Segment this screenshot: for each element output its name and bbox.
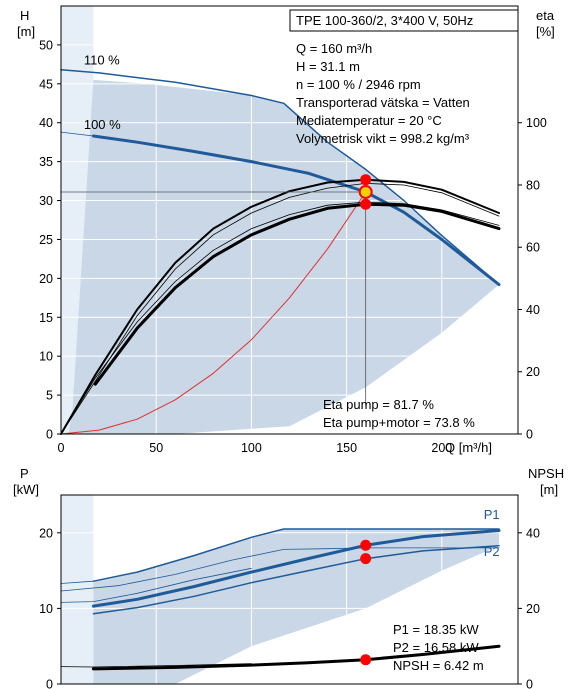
bottom-axis-ticks: 0 10 20 0 20 40 bbox=[39, 526, 540, 689]
bottom-operating-band bbox=[61, 495, 500, 684]
y-tick-label: 10 bbox=[39, 350, 53, 364]
series-line-1 bbox=[91, 529, 501, 608]
y2-tick-label: 0 bbox=[526, 678, 533, 689]
info-box-title-frame bbox=[289, 9, 519, 32]
x-tick-label: 150 bbox=[336, 441, 357, 455]
info-line-head: H = 31.1 m bbox=[296, 59, 360, 74]
operating-point-dot-2 bbox=[360, 198, 372, 210]
x-tick-label: 0 bbox=[58, 441, 65, 455]
top-curve-labels: 110 % 100 % bbox=[84, 52, 121, 132]
info-line-flow: Q = 160 m³/h bbox=[296, 41, 372, 56]
y2-tick-label: 0 bbox=[526, 428, 533, 442]
y-tick-label: 45 bbox=[39, 77, 53, 91]
info-line-liquid: Transporterad vätska = Vatten bbox=[296, 95, 470, 110]
x-tick-label: 100 bbox=[241, 441, 262, 455]
y2-tick-label: 20 bbox=[526, 602, 540, 616]
info-box-lines: Q = 160 m³/h H = 31.1 m n = 100 % / 2946… bbox=[296, 41, 470, 146]
y2-tick-label: 20 bbox=[526, 365, 540, 379]
operating-point-marker bbox=[358, 184, 373, 199]
p2-readout: P2 = 16.58 kW bbox=[393, 640, 479, 655]
bottom-y-axis-label: P bbox=[20, 466, 29, 481]
top-axis-ticks: 0 50 100 150 200 0 5 10 15 20 25 30 35 40 45 50 0 20 40 60 8… bbox=[39, 38, 547, 455]
bottom-y2-axis-label-unit: [m] bbox=[540, 482, 558, 497]
eta-pump-readout: Eta pump = 81.7 % bbox=[323, 397, 434, 412]
y2-tick-label: 80 bbox=[526, 178, 540, 192]
info-box-title: TPE 100-360/2, 3*400 V, 50Hz bbox=[296, 13, 473, 28]
info-line-density: Volymetrisk vikt = 998.2 kg/m³ bbox=[296, 131, 470, 146]
bottom-y-axis-label-unit: [kW] bbox=[13, 482, 39, 497]
series-line-2 bbox=[60, 131, 94, 137]
y-tick-label: 20 bbox=[39, 272, 53, 286]
p1-readout: P1 = 18.35 kW bbox=[393, 622, 479, 637]
y-tick-label: 25 bbox=[39, 233, 53, 247]
top-series bbox=[60, 69, 501, 435]
series-line-7 bbox=[60, 663, 252, 668]
series-line-5 bbox=[93, 202, 501, 386]
info-line-speed: n = 100 % / 2946 rpm bbox=[296, 77, 421, 92]
bottom-grid bbox=[61, 495, 518, 684]
top-y-axis-label: H bbox=[20, 8, 29, 23]
y-tick-label: 15 bbox=[39, 311, 53, 325]
y2-tick-label: 40 bbox=[526, 303, 540, 317]
series-line-7 bbox=[60, 201, 500, 435]
operating-point-dot-0 bbox=[360, 539, 372, 551]
y2-tick-label: 60 bbox=[526, 241, 540, 255]
top-plot-frame bbox=[60, 5, 519, 435]
band-region-0 bbox=[93, 529, 500, 684]
bottom-curve-labels: P1 P2 bbox=[484, 507, 500, 559]
bottom-chart: 0 10 20 0 20 40 P1 P2 P [kW] NPSH [m] P1 = 18.… bbox=[13, 466, 564, 689]
series-line-4 bbox=[60, 547, 500, 592]
series-line-0 bbox=[92, 528, 500, 582]
bottom-series bbox=[60, 528, 501, 671]
y-tick-label: 50 bbox=[39, 38, 53, 52]
y2-tick-label: 100 bbox=[526, 116, 547, 130]
operating-point-dot-1 bbox=[360, 174, 372, 186]
band-region-0 bbox=[68, 79, 499, 435]
series-line-1 bbox=[91, 134, 501, 287]
info-line-temperature: Mediatemperatur = 20 °C bbox=[296, 113, 442, 128]
y-tick-label: 10 bbox=[39, 602, 53, 616]
curve-label: P1 bbox=[484, 507, 500, 522]
y-tick-label: 20 bbox=[39, 526, 53, 540]
y-tick-label: 35 bbox=[39, 155, 53, 169]
y-tick-label: 0 bbox=[46, 678, 53, 689]
top-y2-axis-label: eta bbox=[536, 8, 555, 23]
series-line-6 bbox=[60, 182, 500, 435]
y-tick-label: 0 bbox=[46, 428, 53, 442]
curve-label: 100 % bbox=[84, 117, 121, 132]
top-chart: 0 50 100 150 200 0 5 10 15 20 25 30 35 40 45 50 0 20 40 60 8… bbox=[17, 5, 555, 455]
curve-label: P2 bbox=[484, 544, 500, 559]
top-grid bbox=[61, 6, 518, 434]
series-line-2 bbox=[92, 544, 500, 615]
bottom-plot-frame bbox=[60, 494, 519, 685]
x-tick-label: 200 bbox=[431, 441, 452, 455]
npsh-readout: NPSH = 6.42 m bbox=[393, 658, 484, 673]
operating-point-dot-2 bbox=[360, 654, 372, 666]
eta-pump-motor-readout: Eta pump+motor = 73.8 % bbox=[323, 415, 475, 430]
x-tick-label: 50 bbox=[149, 441, 163, 455]
operating-point-dot-1 bbox=[360, 553, 372, 565]
top-x-axis-label: Q [m³/h] bbox=[445, 440, 492, 455]
top-operating-points bbox=[61, 174, 373, 406]
eta-box: Eta pump = 81.7 % Eta pump+motor = 73.8 … bbox=[323, 397, 475, 430]
series-line-3 bbox=[60, 191, 367, 435]
curve-label: 110 % bbox=[84, 52, 120, 67]
top-y2-axis-label-unit: [%] bbox=[536, 24, 555, 39]
series-line-4 bbox=[60, 178, 500, 435]
y-tick-label: 5 bbox=[46, 389, 53, 403]
top-operating-band bbox=[61, 6, 499, 435]
series-line-6 bbox=[91, 644, 501, 671]
y-tick-label: 30 bbox=[39, 194, 53, 208]
series-line-5 bbox=[60, 567, 252, 603]
top-y-axis-label-unit: [m] bbox=[17, 24, 35, 39]
series-line-3 bbox=[60, 580, 94, 584]
power-box: P1 = 18.35 kW P2 = 16.58 kW NPSH = 6.42 … bbox=[393, 622, 484, 673]
bottom-y2-axis-label: NPSH bbox=[528, 466, 564, 481]
bottom-operating-points bbox=[360, 539, 372, 666]
y-tick-label: 40 bbox=[39, 116, 53, 130]
y2-tick-label: 40 bbox=[526, 526, 540, 540]
series-line-0 bbox=[60, 69, 500, 286]
